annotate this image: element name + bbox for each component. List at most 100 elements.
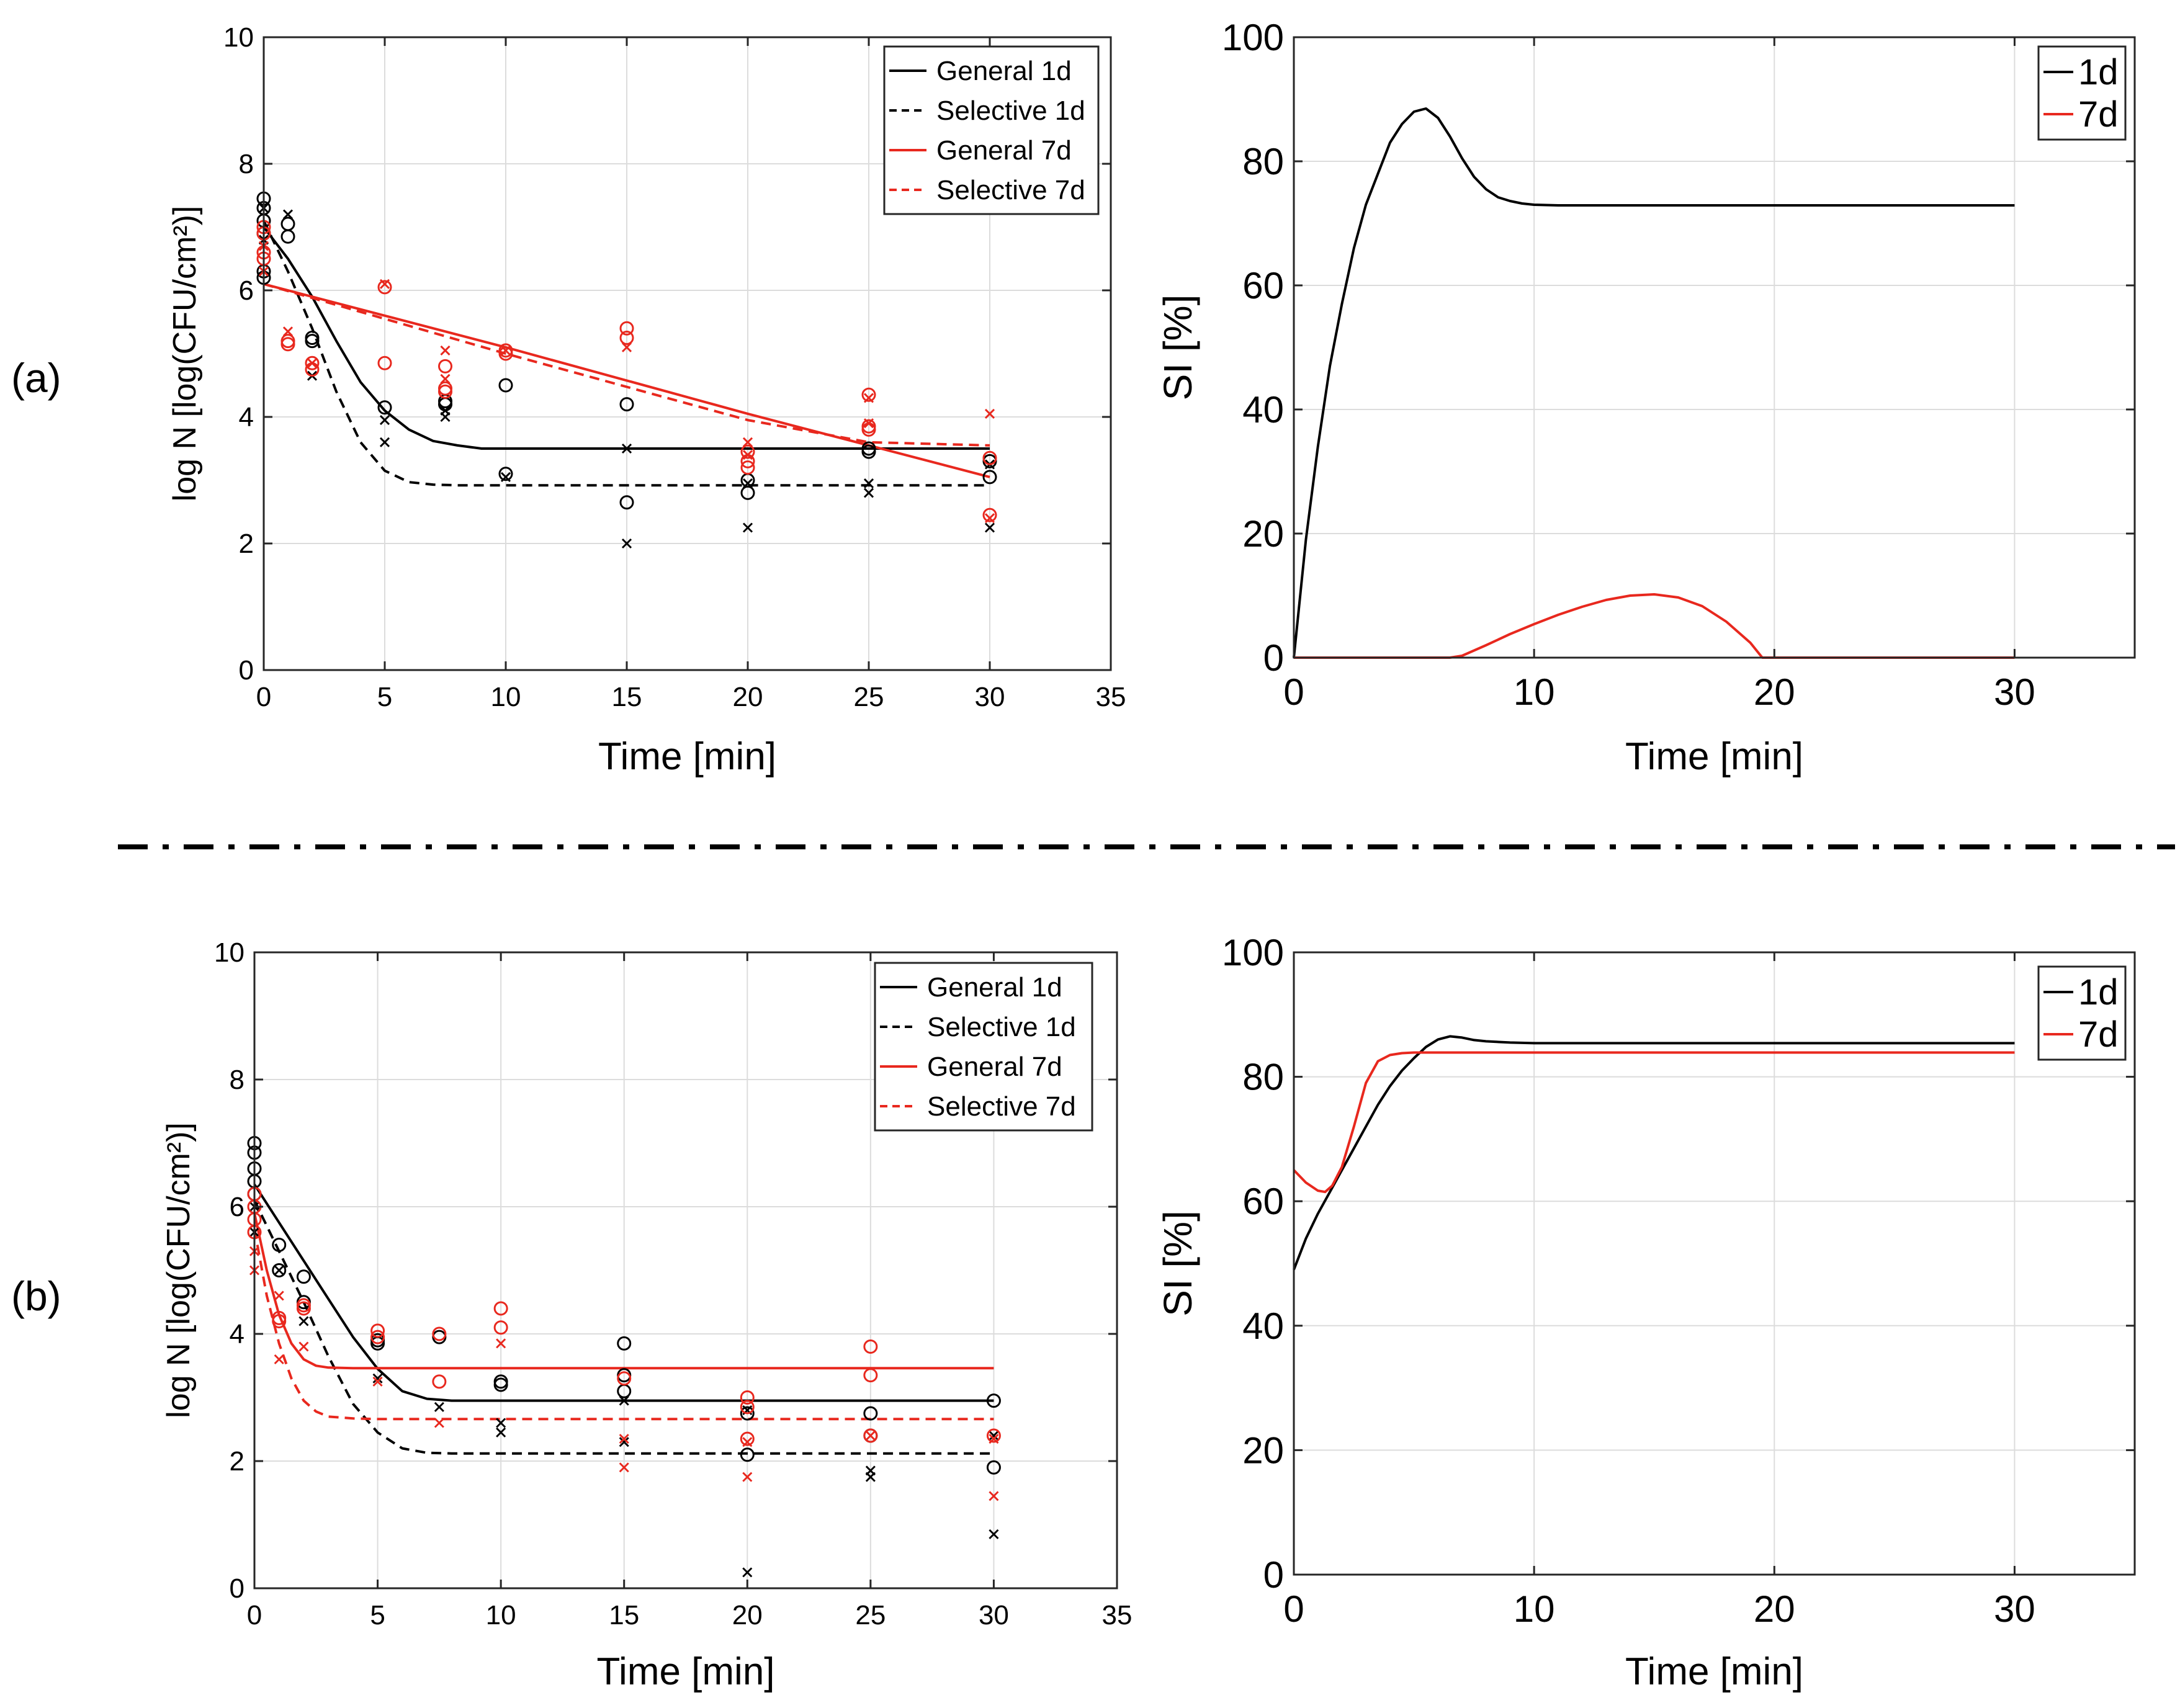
data-point-circle <box>296 1269 311 1284</box>
data-point-cross <box>619 1462 629 1473</box>
legend-box <box>2037 965 2127 1061</box>
data-point-circle <box>619 495 634 510</box>
data-point-cross <box>274 1354 284 1365</box>
x-tick-label: 35 <box>1096 682 1126 712</box>
x-tick-label: 0 <box>1283 671 1304 713</box>
axes-box <box>262 36 1112 671</box>
data-point-circle <box>740 444 755 459</box>
data-point-circle <box>377 400 392 415</box>
data-point-circle <box>740 1390 755 1405</box>
x-tick-label: 20 <box>1754 671 1795 713</box>
data-point-cross <box>742 1472 753 1482</box>
data-point-circle <box>619 397 634 412</box>
data-point-circle <box>863 1406 878 1421</box>
data-point-circle <box>986 1393 1001 1408</box>
data-point-circle <box>438 359 452 373</box>
panel-label-a: (a) <box>11 355 61 401</box>
series-line-1d <box>1293 107 2015 658</box>
y-tick-label: 10 <box>214 937 244 968</box>
x-tick-label: 10 <box>486 1600 516 1630</box>
data-point-cross <box>742 450 753 460</box>
data-point-circle <box>493 1377 508 1392</box>
x-tick-label: 10 <box>491 682 521 712</box>
data-point-cross <box>372 1373 383 1384</box>
data-point-cross <box>989 1491 999 1501</box>
y-tick-label: 8 <box>239 149 254 179</box>
x-tick-label: 5 <box>377 682 392 712</box>
data-point-circle <box>740 1431 755 1446</box>
legend-label: 1d <box>2078 52 2119 92</box>
x-axis-label: Time [min] <box>596 1650 774 1693</box>
x-tick-label: 0 <box>1283 1588 1304 1630</box>
data-point-cross <box>500 472 511 482</box>
legend-label: Selective 7d <box>936 175 1085 205</box>
y-tick-label: 0 <box>1263 1554 1284 1596</box>
x-tick-label: 30 <box>975 682 1005 712</box>
y-tick-label: 40 <box>1242 389 1284 431</box>
data-point-circle <box>863 1339 878 1354</box>
data-point-circle <box>498 346 513 361</box>
data-point-cross <box>500 345 511 355</box>
x-axis-label: Time [min] <box>598 735 776 778</box>
legend-box <box>2037 45 2127 141</box>
legend-label: Selective 1d <box>936 96 1085 126</box>
data-point-cross <box>379 437 390 447</box>
data-point-circle <box>740 460 755 475</box>
y-tick-label: 40 <box>1242 1305 1284 1347</box>
data-point-circle <box>617 1371 632 1386</box>
x-tick-label: 0 <box>247 1600 262 1630</box>
data-point-cross <box>440 373 451 384</box>
data-point-cross <box>307 358 318 369</box>
data-point-cross <box>989 1430 999 1441</box>
data-point-circle <box>296 1301 311 1316</box>
data-point-circle <box>619 321 634 336</box>
data-point-cross <box>989 1529 999 1539</box>
data-point-circle <box>272 1314 287 1328</box>
data-point-cross <box>619 1434 629 1444</box>
data-point-cross <box>379 415 390 426</box>
data-point-cross <box>434 1418 444 1428</box>
y-axis-label: SI [%] <box>1155 295 1200 401</box>
data-point-cross <box>496 1338 506 1349</box>
x-axis-label: Time [min] <box>1625 1650 1803 1693</box>
y-tick-label: 8 <box>230 1065 244 1095</box>
data-point-cross <box>379 279 390 289</box>
data-point-cross <box>984 513 995 524</box>
y-tick-label: 10 <box>223 22 254 53</box>
axes-box <box>1293 951 2136 1576</box>
x-tick-label: 30 <box>979 1600 1009 1630</box>
axes-box <box>1293 36 2136 659</box>
legend-label: General 7d <box>936 135 1072 166</box>
panel-label-b: (b) <box>11 1273 61 1319</box>
legend-label: General 1d <box>936 56 1072 86</box>
y-tick-label: 100 <box>1222 17 1284 58</box>
x-tick-label: 0 <box>256 682 271 712</box>
data-point-circle <box>861 441 876 456</box>
data-point-circle <box>498 378 513 393</box>
y-tick-label: 0 <box>230 1573 244 1604</box>
series-line-selective-7d <box>253 1228 994 1421</box>
y-axis-label: log N [log(CFU/cm²)] <box>167 206 203 502</box>
y-tick-label: 20 <box>1242 513 1284 555</box>
series-line-general-7d <box>253 1212 994 1370</box>
data-point-circle <box>438 384 452 399</box>
data-point-cross <box>742 1567 753 1578</box>
x-tick-label: 10 <box>1514 671 1555 713</box>
legend-box <box>883 45 1100 215</box>
data-point-cross <box>372 1376 383 1387</box>
legend-label: General 7d <box>927 1052 1062 1082</box>
data-point-circle <box>280 229 295 244</box>
y-tick-label: 2 <box>230 1446 244 1477</box>
data-point-circle <box>377 280 392 295</box>
data-point-circle <box>982 450 997 465</box>
data-point-circle <box>377 355 392 370</box>
data-point-cross <box>619 1437 629 1447</box>
data-point-circle <box>305 355 320 370</box>
chart-b-left: 0 5 10 15 20 25 30 35 0 2 4 6 8 10 Time [min] log N [lo… <box>161 937 1132 1693</box>
data-point-cross <box>742 1437 753 1447</box>
data-point-cross <box>863 418 874 429</box>
data-point-cross <box>989 1434 999 1444</box>
data-point-circle <box>370 1330 385 1344</box>
